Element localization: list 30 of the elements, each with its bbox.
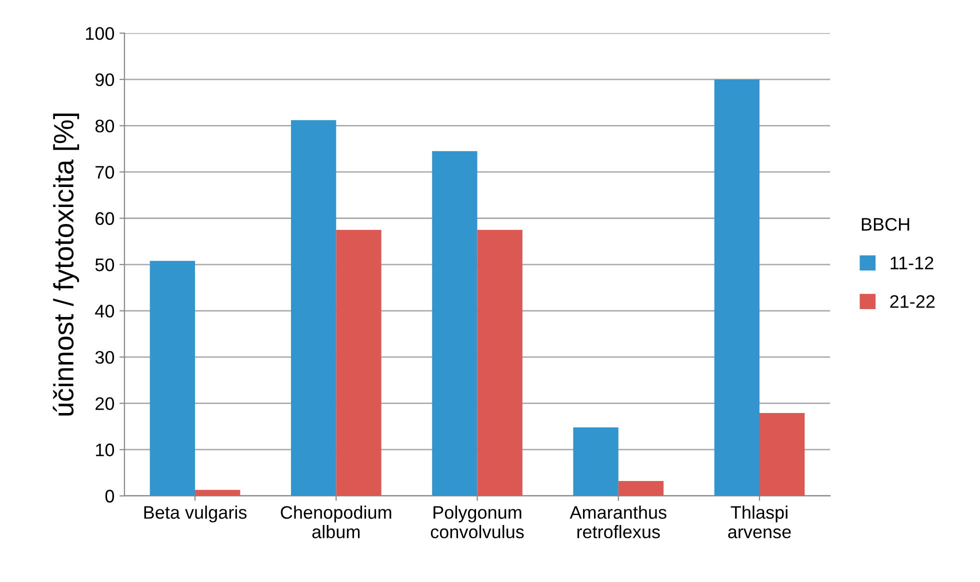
bar — [195, 490, 240, 496]
bar — [477, 230, 522, 496]
y-tick-label: 60 — [96, 212, 114, 225]
legend-title: BBCH — [862, 218, 910, 231]
y-tick-label: 10 — [96, 444, 114, 456]
y-axis-title: účinnost / fytotoxicita [%] — [52, 114, 80, 416]
legend-label: 21-22 — [890, 295, 935, 308]
bar — [573, 427, 618, 496]
bar — [290, 120, 336, 496]
bar — [618, 481, 664, 496]
x-tick-label: Amaranthus retroflexus — [570, 506, 666, 538]
x-tick-label: Polygonum convolvulus — [430, 506, 524, 538]
y-tick-label: 90 — [96, 73, 114, 86]
bar — [714, 79, 760, 496]
x-tick-label: Chenopodium album — [280, 506, 392, 538]
y-tick-label: 100 — [86, 27, 114, 40]
bar — [760, 413, 805, 496]
x-tick-label: Thlaspi arvense — [728, 506, 791, 538]
legend-label: 11-12 — [890, 256, 934, 270]
bar — [336, 230, 382, 496]
y-tick-label: 30 — [95, 350, 114, 364]
bar — [432, 151, 478, 496]
y-tick-label: 40 — [95, 304, 114, 318]
bar — [150, 260, 196, 496]
y-tick-label: 80 — [95, 120, 114, 132]
x-tick-label: Beta vulgaris — [144, 506, 247, 522]
y-tick-label: 0 — [105, 490, 114, 503]
y-tick-label: 70 — [96, 166, 114, 179]
y-tick-label: 50 — [95, 258, 114, 272]
y-tick-label: 20 — [96, 397, 114, 410]
